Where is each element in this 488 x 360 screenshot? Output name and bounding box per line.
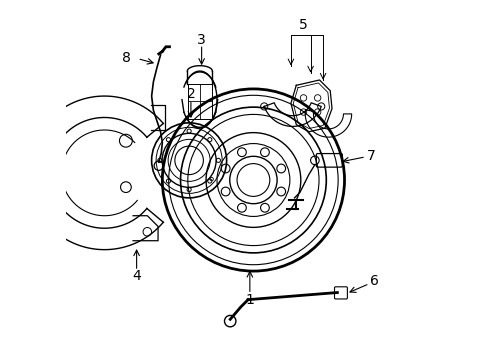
Text: 6: 6	[370, 274, 379, 288]
Text: 8: 8	[122, 51, 131, 65]
Text: 3: 3	[197, 33, 205, 46]
Text: 1: 1	[245, 293, 254, 307]
Text: 7: 7	[366, 149, 375, 163]
Text: 2: 2	[186, 86, 195, 100]
Text: 4: 4	[132, 269, 141, 283]
Text: 5: 5	[299, 18, 307, 32]
